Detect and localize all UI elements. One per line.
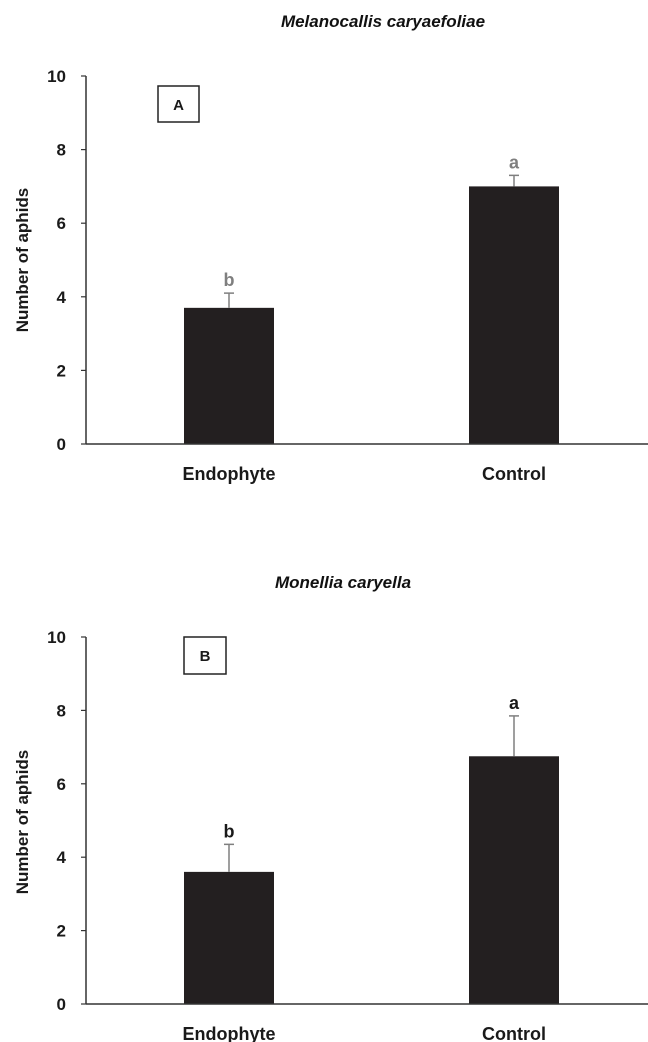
chart-title: Monellia caryella	[275, 573, 411, 592]
bars: ba	[184, 693, 559, 1004]
y-tick-label: 6	[57, 775, 66, 794]
y-tick-label: 2	[57, 922, 66, 941]
category-labels: Endophyte Control	[183, 464, 546, 484]
y-axis-label: Number of aphids	[13, 188, 32, 333]
y-tick-label: 0	[57, 995, 66, 1014]
category-labels: Endophyte Control	[183, 1024, 546, 1042]
significance-letter: a	[509, 152, 520, 172]
category-label: Endophyte	[183, 1024, 276, 1042]
y-tick-label: 8	[57, 141, 66, 160]
category-label: Control	[482, 1024, 546, 1042]
chart-title: Melanocallis caryaefoliae	[281, 12, 485, 31]
bars: ba	[184, 152, 559, 444]
panel-label: A	[173, 97, 184, 114]
y-tick-label: 2	[57, 361, 66, 380]
y-tick-label: 6	[57, 214, 66, 233]
y-tick-label: 10	[47, 628, 66, 647]
y-tick-labels: 0 2 4 6 8 10	[47, 67, 86, 454]
category-label: Control	[482, 464, 546, 484]
bar-endophyte	[184, 307, 274, 444]
y-tick-label: 8	[57, 701, 66, 720]
chart-panel-b: Monellia caryella Number of aphids B 0 2 4…	[13, 573, 648, 1042]
y-tick-label: 0	[57, 435, 66, 454]
bar-control	[469, 756, 559, 1004]
significance-letter: b	[224, 821, 235, 841]
panel-label-box	[157, 85, 200, 123]
panel-label: B	[200, 648, 211, 665]
y-axis-label: Number of aphids	[13, 750, 32, 895]
category-label: Endophyte	[183, 464, 276, 484]
bar-control	[469, 186, 559, 444]
panel-label-box	[183, 636, 227, 675]
y-tick-labels: 0 2 4 6 8 10	[47, 628, 86, 1014]
y-tick-label: 4	[57, 848, 67, 867]
bar-endophyte	[184, 871, 274, 1004]
y-tick-label: 4	[57, 288, 67, 307]
significance-letter: b	[224, 270, 235, 290]
y-tick-label: 10	[47, 67, 66, 86]
chart-panel-a: Melanocallis caryaefoliae Number of aphi…	[13, 12, 648, 484]
significance-letter: a	[509, 693, 520, 713]
